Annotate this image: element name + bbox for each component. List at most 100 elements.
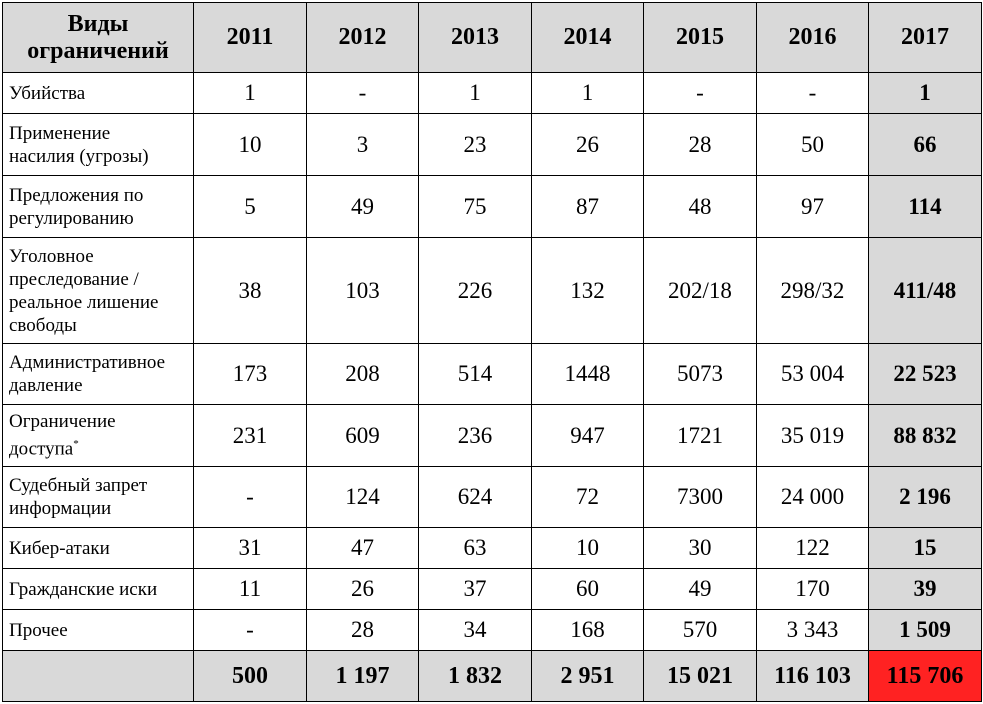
value-cell-2016: 170 bbox=[756, 568, 869, 610]
value-cell-2011: - bbox=[193, 466, 307, 528]
value-cell-2012: 208 bbox=[306, 343, 419, 405]
value-cell-2013: 75 bbox=[418, 175, 532, 238]
year-header-2011: 2011 bbox=[193, 2, 307, 73]
value-cell-2012: 26 bbox=[306, 568, 419, 610]
year-header-2014: 2014 bbox=[531, 2, 644, 73]
value-cell-2015: 202/18 bbox=[643, 237, 757, 344]
row-label-line: Прочее bbox=[9, 619, 68, 641]
value-cell-2014: 72 bbox=[531, 466, 644, 528]
row-label-line: Предложения по bbox=[9, 184, 144, 206]
row-label-line: Административное bbox=[9, 352, 166, 373]
table-row: Уголовное преследование / реальное лишение… bbox=[2, 237, 982, 344]
value-cell-2011: - bbox=[193, 609, 307, 651]
row-label-line: Кибер-атаки bbox=[9, 537, 110, 559]
value-cell-2013: 514 bbox=[418, 343, 532, 405]
value-cell-2011: 5 bbox=[193, 175, 307, 238]
row-label-line: регулированию bbox=[9, 207, 134, 229]
value-cell-2017: 66 bbox=[868, 113, 982, 176]
row-label-line: давление bbox=[9, 375, 83, 396]
value-cell-2016: 97 bbox=[756, 175, 869, 238]
row-label-line: доступа bbox=[9, 438, 74, 460]
total-cell-2011: 500 bbox=[193, 650, 307, 702]
header-restriction-types: Виды ограничений bbox=[2, 2, 194, 73]
value-cell-2016: - bbox=[756, 72, 869, 114]
value-cell-2015: 570 bbox=[643, 609, 757, 651]
total-cell-2016: 116 103 bbox=[756, 650, 869, 702]
value-cell-2015: 1721 bbox=[643, 404, 757, 467]
value-cell-2012: 28 bbox=[306, 609, 419, 651]
value-cell-2016: 35 019 bbox=[756, 404, 869, 467]
value-cell-2011: 31 bbox=[193, 527, 307, 569]
row-label: Судебный запрет информации bbox=[2, 466, 194, 528]
row-label: Уголовное преследование / реальное лишение… bbox=[2, 237, 194, 344]
value-cell-2014: 26 bbox=[531, 113, 644, 176]
value-cell-2014: 10 bbox=[531, 527, 644, 569]
table-row: Прочее -28 34 168 570 3 343 1 509 bbox=[2, 609, 982, 651]
value-cell-2011: 231 bbox=[193, 404, 307, 467]
value-cell-2015: 5073 bbox=[643, 343, 757, 405]
value-cell-2013: 63 bbox=[418, 527, 532, 569]
row-label-line: Судебный запрет bbox=[9, 475, 148, 496]
table-row: Кибер-атаки 31 47 63 10 30 122 15 bbox=[2, 527, 982, 569]
table-row: Убийства 1-1 1- -1 bbox=[2, 72, 982, 114]
row-label: Убийства bbox=[2, 72, 194, 114]
value-cell-2011: 10 bbox=[193, 113, 307, 176]
value-cell-2017: 2 196 bbox=[868, 466, 982, 528]
value-cell-2012: 47 bbox=[306, 527, 419, 569]
value-cell-2013: 1 bbox=[418, 72, 532, 114]
row-label-line: преследование / bbox=[9, 268, 139, 290]
table-row: Применение насилия (угрозы) 10 3 23 26 28 50 66 bbox=[2, 113, 982, 176]
value-cell-2016: 3 343 bbox=[756, 609, 869, 651]
value-cell-2014: 87 bbox=[531, 175, 644, 238]
value-cell-2015: - bbox=[643, 72, 757, 114]
value-cell-2016: 53 004 bbox=[756, 343, 869, 405]
totals-row: 500 1 197 1 832 2 951 15 021 116 103 115 706 bbox=[2, 650, 982, 702]
row-label-line: информации bbox=[9, 498, 112, 519]
value-cell-2013: 34 bbox=[418, 609, 532, 651]
value-cell-2015: 28 bbox=[643, 113, 757, 176]
year-header-2015: 2015 bbox=[643, 2, 757, 73]
row-label: Кибер-атаки bbox=[2, 527, 194, 569]
total-cell-2013: 1 832 bbox=[418, 650, 532, 702]
value-cell-2012: 103 bbox=[306, 237, 419, 344]
value-cell-2013: 37 bbox=[418, 568, 532, 610]
value-cell-2013: 236 bbox=[418, 404, 532, 467]
row-label: Прочее bbox=[2, 609, 194, 651]
row-label-line: насилия (угрозы) bbox=[9, 145, 149, 167]
value-cell-2017: 1 bbox=[868, 72, 982, 114]
value-cell-2011: 38 bbox=[193, 237, 307, 344]
value-cell-2017: 1 509 bbox=[868, 609, 982, 651]
value-cell-2012: 124 bbox=[306, 466, 419, 528]
row-label-line: Гражданские иски bbox=[9, 578, 158, 600]
table-row: Ограничение доступа* 231 609 236 947 1721 35 01… bbox=[2, 404, 982, 467]
value-cell-2015: 7300 bbox=[643, 466, 757, 528]
row-label-line: свободы bbox=[9, 314, 77, 336]
table-row: Предложения по регулированию 5 49 75 87 48 97 11… bbox=[2, 175, 982, 238]
total-cell-2014: 2 951 bbox=[531, 650, 644, 702]
value-cell-2015: 48 bbox=[643, 175, 757, 238]
value-cell-2011: 173 bbox=[193, 343, 307, 405]
value-cell-2013: 624 bbox=[418, 466, 532, 528]
value-cell-2012: 49 bbox=[306, 175, 419, 238]
value-cell-2012: 3 bbox=[306, 113, 419, 176]
table-row: Административное давление 173 208 514 1448 507… bbox=[2, 343, 982, 405]
row-label: Предложения по регулированию bbox=[2, 175, 194, 238]
value-cell-2013: 226 bbox=[418, 237, 532, 344]
totals-label-cell bbox=[2, 650, 194, 702]
row-label: Гражданские иски bbox=[2, 568, 194, 610]
row-label-line: Ограничение bbox=[9, 411, 116, 433]
total-cell-2015: 15 021 bbox=[643, 650, 757, 702]
value-cell-2016: 24 000 bbox=[756, 466, 869, 528]
total-cell-2012: 1 197 bbox=[306, 650, 419, 702]
value-cell-2016: 122 bbox=[756, 527, 869, 569]
value-cell-2011: 1 bbox=[193, 72, 307, 114]
row-label-line: Убийства bbox=[9, 82, 86, 104]
value-cell-2017: 114 bbox=[868, 175, 982, 238]
value-cell-2014: 132 bbox=[531, 237, 644, 344]
table-row: Судебный запрет информации -124 624 72 7300 24… bbox=[2, 466, 982, 528]
header-label-line-2: ограничений bbox=[27, 37, 169, 64]
row-label: Административное давление bbox=[2, 343, 194, 405]
year-header-2013: 2013 bbox=[418, 2, 532, 73]
year-header-2012: 2012 bbox=[306, 2, 419, 73]
value-cell-2016: 50 bbox=[756, 113, 869, 176]
